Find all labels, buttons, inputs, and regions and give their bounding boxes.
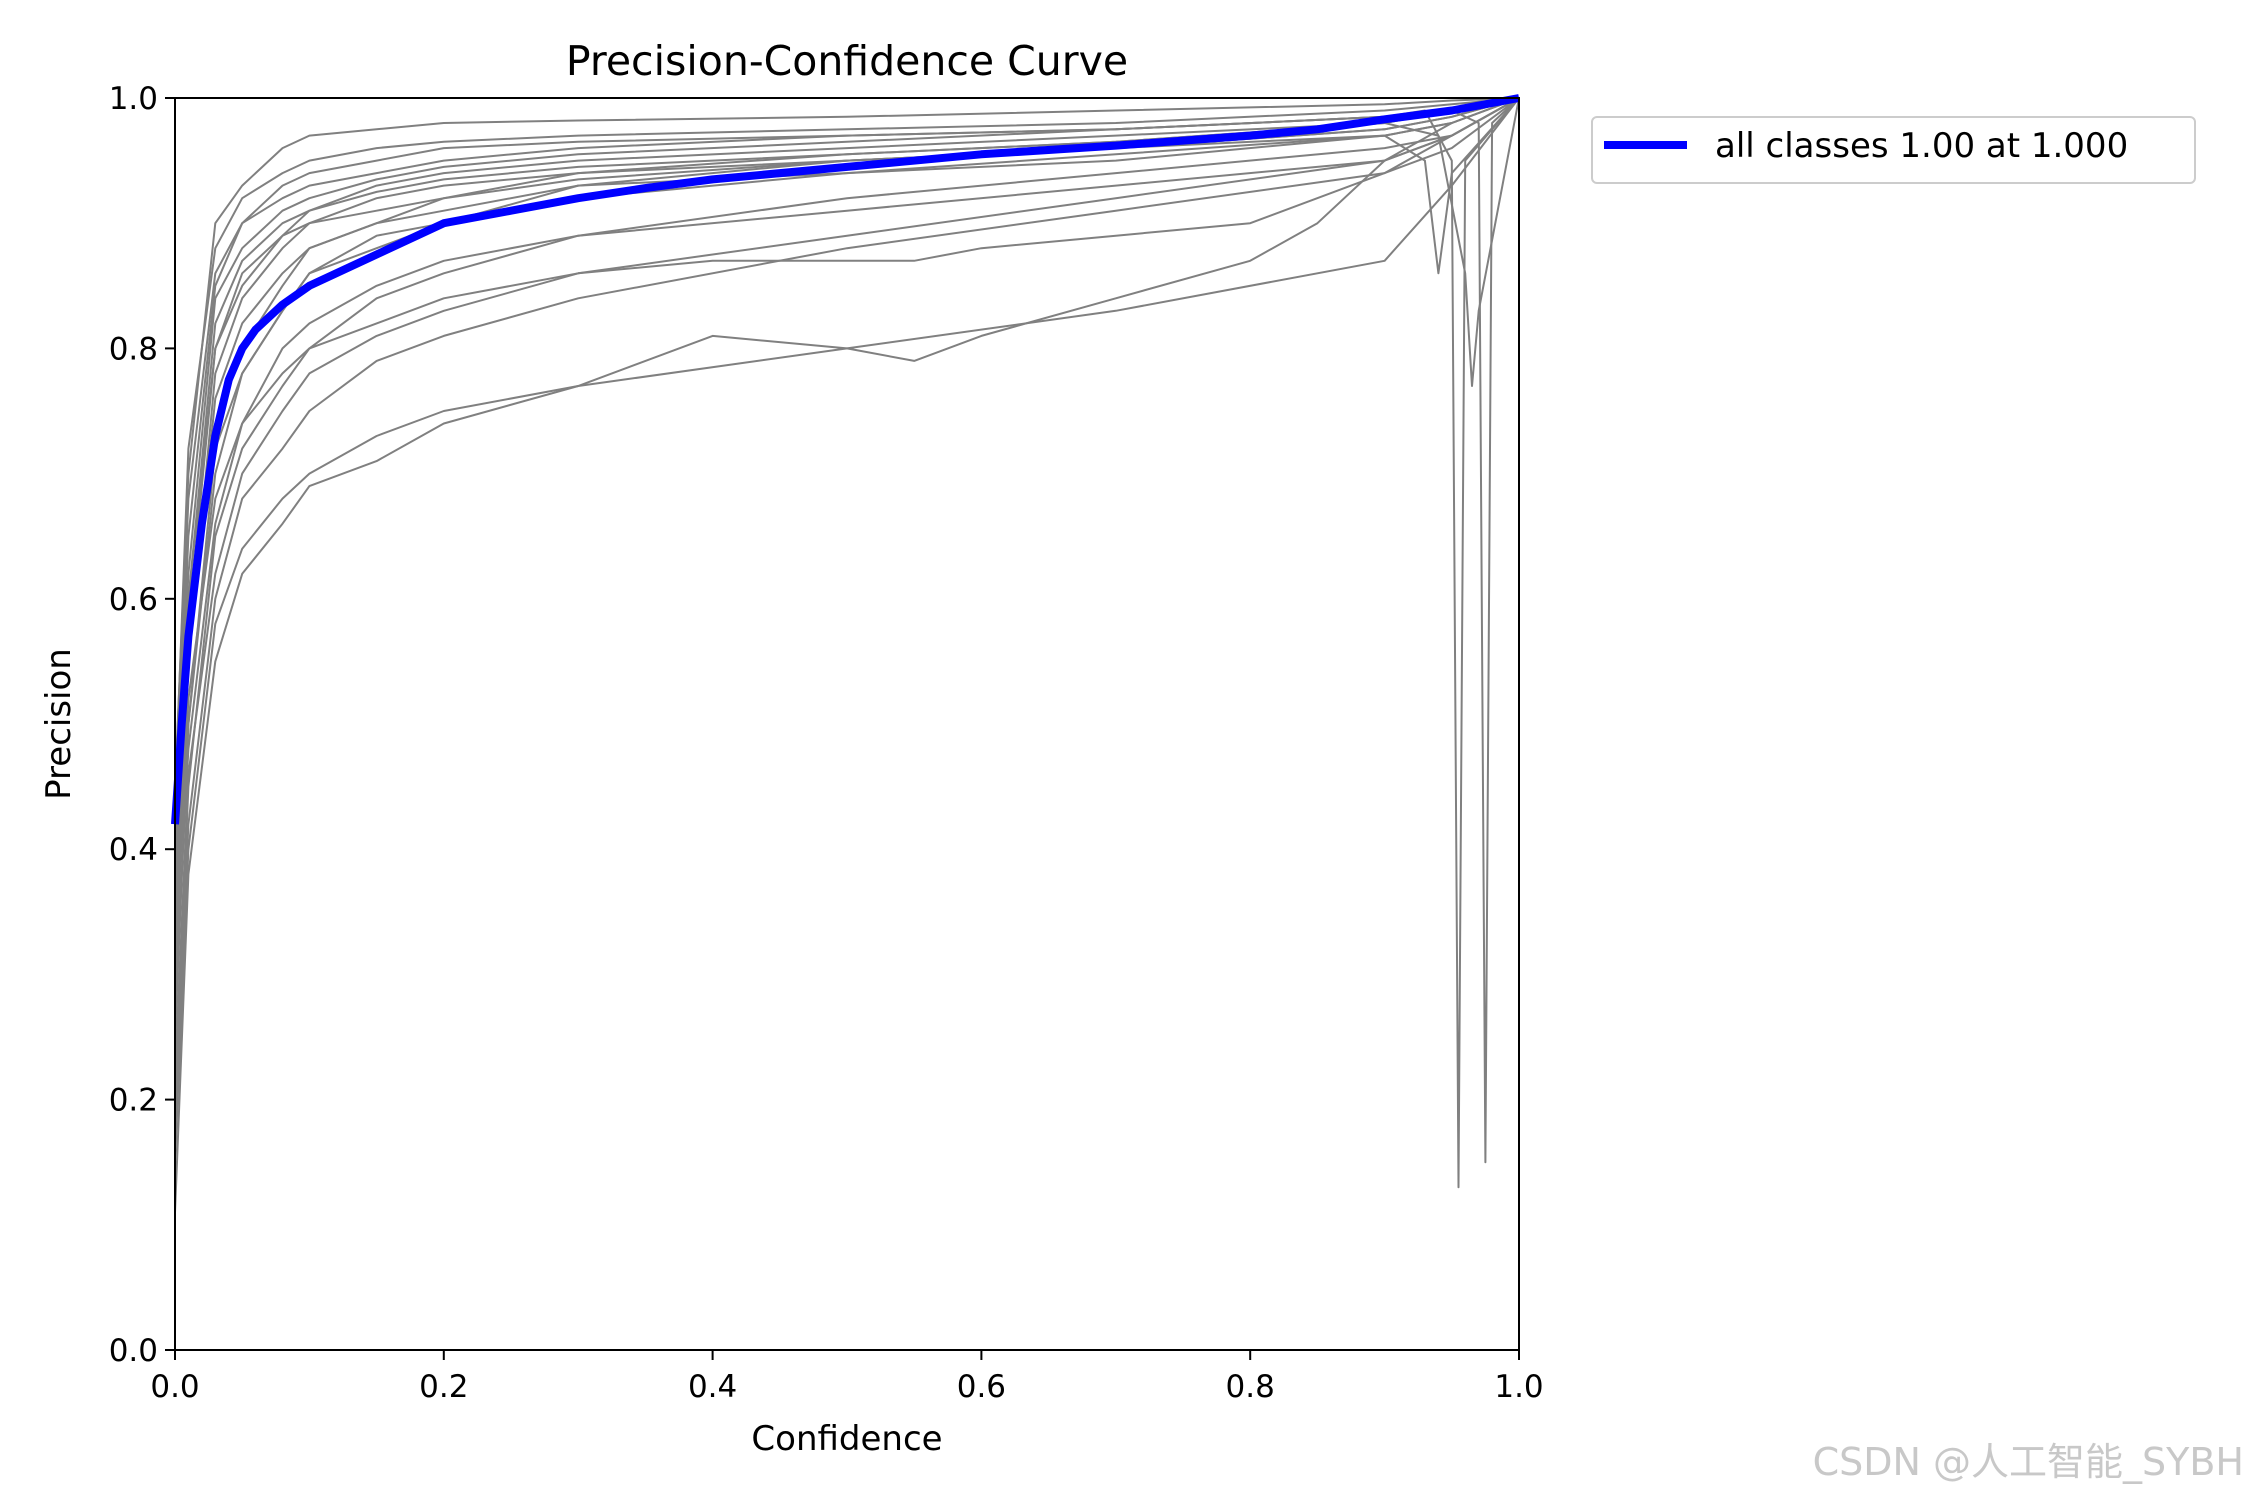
y-tick-label-0: 0.0: [109, 1333, 158, 1369]
all-classes-curve: [171, 94, 1520, 825]
y-tick-label-5: 1.0: [109, 81, 158, 117]
y-tick-label-2: 0.4: [109, 832, 158, 868]
class-curve-18: [174, 97, 1520, 950]
y-tick-label-1: 0.2: [109, 1083, 158, 1119]
x-tick-label-1: 0.2: [419, 1369, 468, 1405]
y-axis-title: Precision: [39, 648, 79, 800]
plot-area-frame: [174, 97, 1520, 1351]
class-curve-8: [174, 97, 1520, 1213]
class-curve-15: [174, 97, 1520, 1125]
watermark: CSDN @人工智能_SYBH: [1812, 1440, 2244, 1484]
class-curve-11: [174, 97, 1520, 1000]
class-curve-6: [174, 97, 1520, 1100]
class-curve-7: [174, 97, 1520, 1163]
chart-title: Precision-Confidence Curve: [566, 37, 1128, 85]
class-curve-16: [174, 97, 1520, 1189]
x-tick-label-5: 1.0: [1494, 1369, 1543, 1405]
class-curve-20: [174, 97, 1520, 800]
class-curve-12: [174, 97, 1520, 1075]
y-tick-label-4: 0.8: [109, 331, 158, 367]
legend-label-all-classes: all classes 1.00 at 1.000: [1715, 126, 2128, 166]
class-curve-5: [174, 97, 1520, 1038]
class-curve-17: [174, 97, 1520, 1164]
y-tick-label-3: 0.6: [109, 582, 158, 618]
x-axis-ticks: 0.0 0.2 0.4 0.6 0.8 1.0: [150, 1350, 1544, 1405]
class-curve-19: [174, 97, 1520, 1025]
x-tick-label-2: 0.4: [688, 1369, 737, 1405]
x-tick-label-3: 0.6: [957, 1369, 1006, 1405]
class-curve-1: [174, 97, 1520, 787]
x-tick-label-4: 0.8: [1226, 1369, 1275, 1405]
x-tick-label-0: 0.0: [150, 1369, 199, 1405]
x-axis-title: Confidence: [751, 1419, 942, 1459]
legend-frame: [1591, 116, 2196, 184]
y-axis-ticks: 0.0 0.2 0.4 0.6 0.8 1.0: [109, 81, 175, 1369]
series-layer: [171, 94, 1520, 1213]
legend: all classes 1.00 at 1.000: [1591, 116, 2196, 184]
